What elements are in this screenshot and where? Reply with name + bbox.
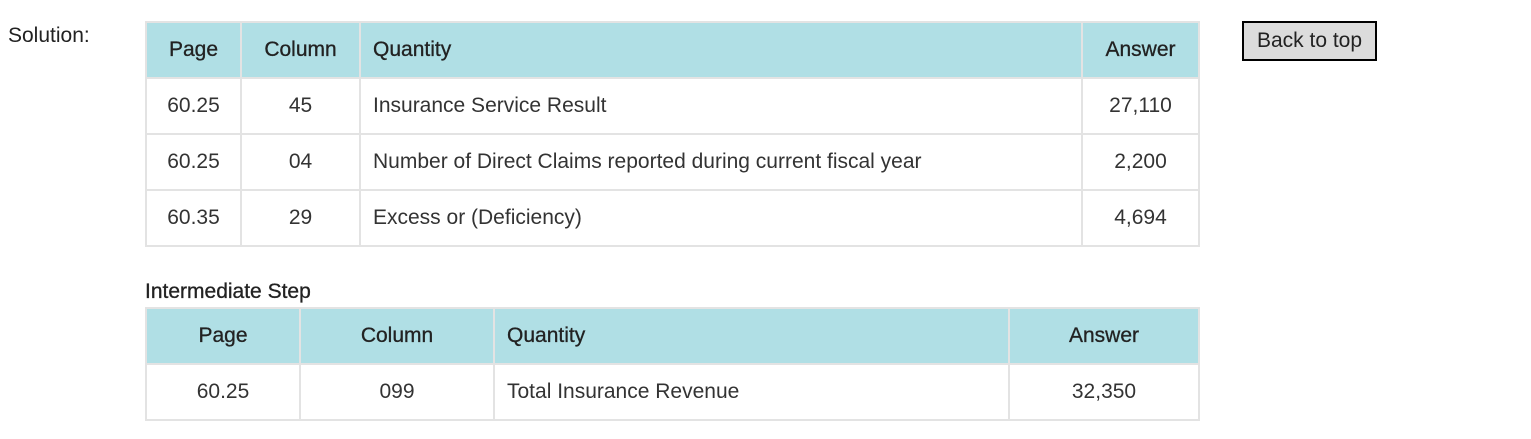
cell-page: 60.25 bbox=[145, 363, 301, 421]
cell-answer: 2,200 bbox=[1081, 133, 1200, 191]
column-header-answer: Answer bbox=[1081, 21, 1200, 79]
solution-table: Page Column Quantity Answer 60.25 45 Ins… bbox=[145, 21, 1200, 247]
intermediate-step-heading: Intermediate Step bbox=[145, 280, 311, 303]
cell-column: 45 bbox=[240, 77, 361, 135]
cell-column: 04 bbox=[240, 133, 361, 191]
cell-quantity: Total Insurance Revenue bbox=[493, 363, 1010, 421]
column-header-answer: Answer bbox=[1008, 307, 1200, 365]
intermediate-step-table: Page Column Quantity Answer 60.25 099 To… bbox=[145, 307, 1200, 421]
table-header-row: Page Column Quantity Answer bbox=[145, 21, 1200, 79]
cell-page: 60.35 bbox=[145, 189, 242, 247]
table-row: 60.25 45 Insurance Service Result 27,110 bbox=[145, 77, 1200, 135]
column-header-column: Column bbox=[240, 21, 361, 79]
cell-answer: 4,694 bbox=[1081, 189, 1200, 247]
column-header-quantity: Quantity bbox=[359, 21, 1083, 79]
cell-quantity: Number of Direct Claims reported during … bbox=[359, 133, 1083, 191]
cell-quantity: Insurance Service Result bbox=[359, 77, 1083, 135]
column-header-page: Page bbox=[145, 21, 242, 79]
cell-column: 099 bbox=[299, 363, 495, 421]
cell-answer: 32,350 bbox=[1008, 363, 1200, 421]
cell-quantity: Excess or (Deficiency) bbox=[359, 189, 1083, 247]
column-header-column: Column bbox=[299, 307, 495, 365]
cell-column: 29 bbox=[240, 189, 361, 247]
back-to-top-button[interactable]: Back to top bbox=[1242, 21, 1377, 61]
table-row: 60.25 099 Total Insurance Revenue 32,350 bbox=[145, 363, 1200, 421]
column-header-quantity: Quantity bbox=[493, 307, 1010, 365]
cell-page: 60.25 bbox=[145, 133, 242, 191]
table-row: 60.35 29 Excess or (Deficiency) 4,694 bbox=[145, 189, 1200, 247]
cell-answer: 27,110 bbox=[1081, 77, 1200, 135]
solution-label: Solution: bbox=[8, 24, 90, 47]
column-header-page: Page bbox=[145, 307, 301, 365]
cell-page: 60.25 bbox=[145, 77, 242, 135]
table-header-row: Page Column Quantity Answer bbox=[145, 307, 1200, 365]
table-row: 60.25 04 Number of Direct Claims reporte… bbox=[145, 133, 1200, 191]
